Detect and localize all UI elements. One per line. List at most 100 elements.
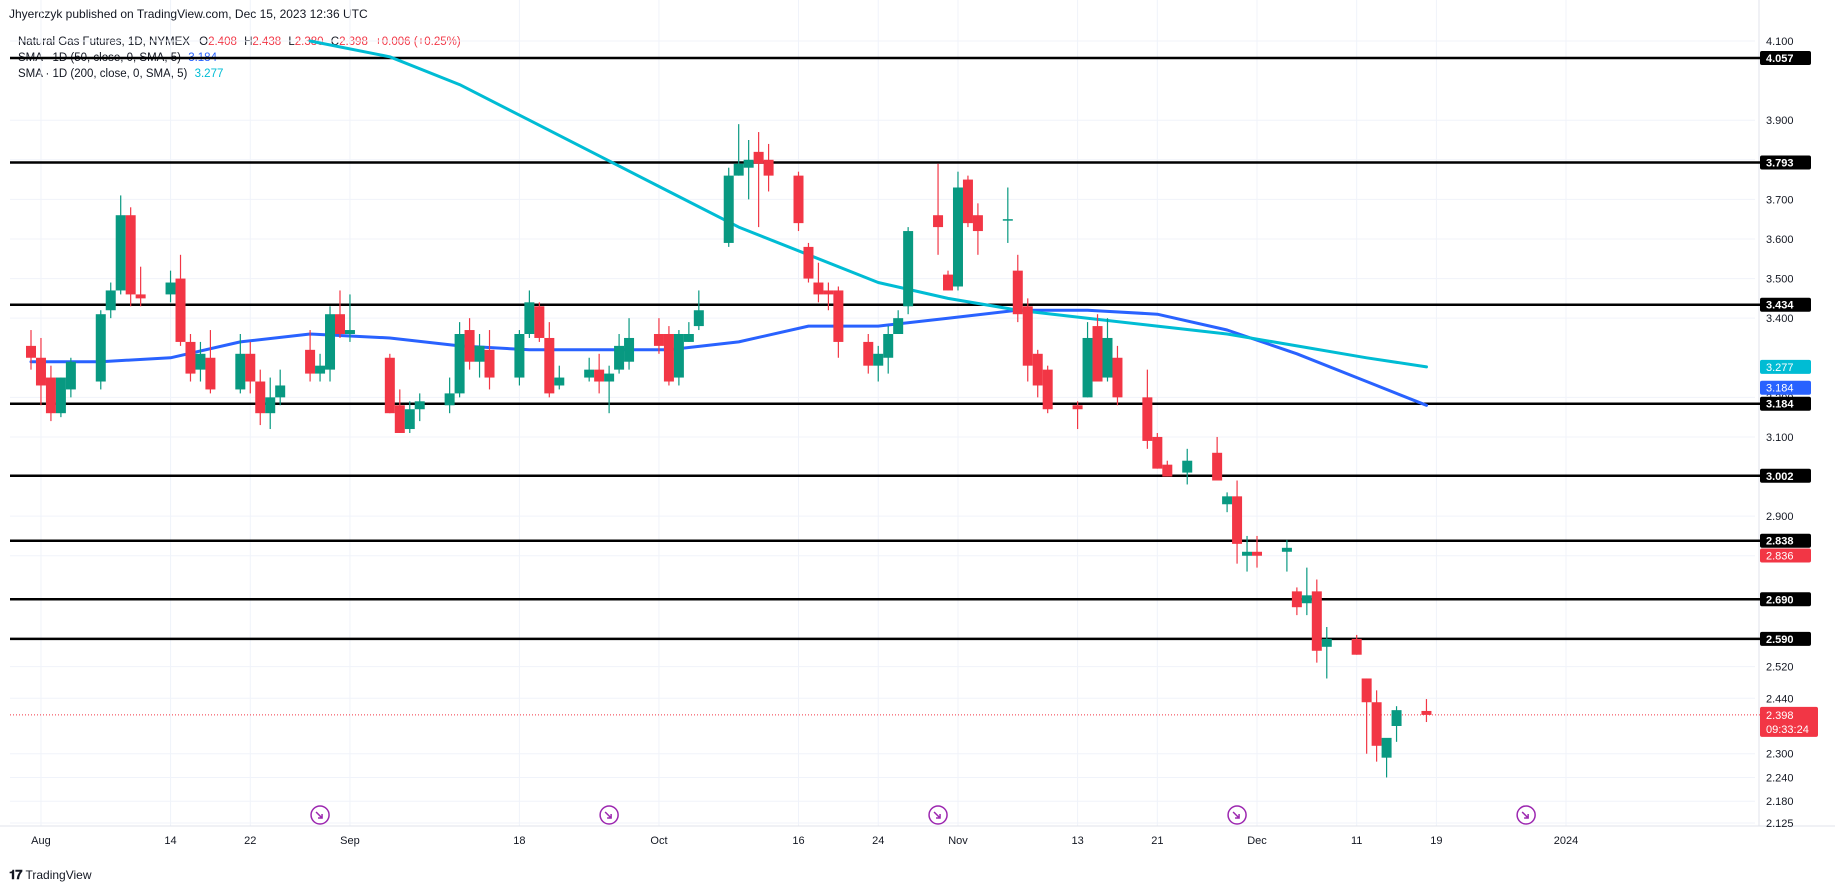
last-price-tag: 2.398 09:33:24: [1760, 706, 1818, 737]
level-price-tag: 4.057: [1760, 51, 1811, 66]
candle-body: [733, 163, 744, 176]
event-marker-arrow: [604, 811, 612, 819]
candle-up: [95, 310, 106, 390]
candle-up: [554, 365, 565, 390]
legend-sma200-row[interactable]: SMA · 1D (200, close, 0, SMA, 5) 3.277: [18, 66, 461, 82]
candle-down: [1092, 314, 1103, 382]
candle-body: [1152, 436, 1163, 469]
legend-symbol: Natural Gas Futures, 1D, NYMEX: [18, 36, 190, 48]
candle-body: [793, 175, 804, 224]
candle-down: [594, 353, 605, 394]
candle-up: [444, 377, 455, 414]
candle-body: [484, 349, 495, 378]
event-marker-icon[interactable]: [1516, 805, 1536, 825]
candle-up: [952, 171, 963, 291]
candle-down: [185, 334, 196, 382]
candle-up: [275, 369, 286, 406]
candle-down: [1022, 298, 1033, 382]
candle-body: [1222, 496, 1233, 505]
candle-body: [1301, 595, 1312, 604]
tradingview-logo-icon: 𝟏𝟕: [9, 867, 23, 882]
horizontal-levels[interactable]: [10, 56, 1760, 716]
legend-change: +0.006 (+0.25%): [375, 36, 461, 48]
x-tick-label: 16: [792, 835, 804, 847]
candle-down: [803, 242, 814, 283]
candle-down: [1142, 369, 1153, 449]
candle-body: [1351, 638, 1362, 655]
candle-body: [1281, 547, 1292, 552]
legend-close-label: C: [330, 36, 340, 48]
candle-down: [534, 302, 545, 342]
candle-body: [1112, 357, 1123, 398]
candle-body: [125, 215, 136, 295]
candle-body: [1022, 306, 1033, 366]
candle-down: [205, 330, 216, 394]
x-tick-label: Nov: [948, 835, 968, 847]
x-tick-label: 21: [1151, 835, 1163, 847]
candle-body: [534, 306, 545, 338]
candle-up: [873, 345, 884, 382]
event-marker-icon[interactable]: [310, 805, 330, 825]
price-tag-bg: [1760, 380, 1811, 395]
y-tick-label: 3.900: [1766, 115, 1794, 127]
legend-close-value: 2.398: [339, 36, 368, 48]
candle-body: [763, 159, 774, 176]
candle-body: [813, 282, 824, 295]
candle-body: [1311, 591, 1322, 651]
level-tag-bg: [1760, 468, 1811, 483]
candle-body: [55, 377, 66, 414]
candle-body: [105, 290, 116, 311]
candle-body: [1421, 710, 1432, 715]
candle-down: [972, 203, 983, 255]
legend-open-value: 2.408: [208, 36, 237, 48]
candle-up: [1301, 567, 1312, 616]
level-tag-bg: [1760, 396, 1811, 411]
candle-body: [624, 337, 635, 362]
x-tick-label: 14: [164, 835, 176, 847]
sma200-price-tag: 3.277: [1760, 359, 1811, 374]
footer-brand: TradingView: [25, 868, 92, 882]
candle-body: [962, 179, 973, 224]
candle-body: [235, 353, 246, 390]
sma200-line: [308, 39, 1428, 369]
candle-body: [35, 357, 46, 386]
level-price-tag: 3.434: [1760, 297, 1811, 312]
legend-close: C2.398: [331, 36, 371, 48]
x-tick-label: 13: [1071, 835, 1083, 847]
candle-up: [614, 334, 625, 374]
level-price-tag: 2.690: [1760, 592, 1811, 607]
footer[interactable]: 𝟏𝟕 TradingView: [9, 867, 92, 883]
candle-down: [933, 163, 944, 255]
candle-down: [245, 341, 256, 394]
level-tag-label: 4.057: [1766, 53, 1794, 65]
candle-up: [584, 357, 595, 382]
legend-sma200-label: SMA · 1D (200, close, 0, SMA, 5): [18, 68, 188, 80]
candle-body: [683, 334, 694, 342]
candle-down: [35, 337, 46, 406]
candle-body: [554, 377, 565, 386]
time-axis[interactable]: Aug 14 22 Sep 18 Oct 16 24 Nov 13 21 Dec 11 19 2024: [31, 835, 1578, 847]
candle-body: [883, 334, 894, 358]
event-markers[interactable]: [310, 805, 1536, 825]
y-tick-label: 3.700: [1766, 194, 1794, 206]
candle-up: [55, 377, 66, 418]
candle-down: [1421, 699, 1432, 723]
candle-up: [604, 365, 615, 414]
candle-up: [733, 124, 744, 176]
candle-down: [135, 266, 146, 307]
candle-body: [1162, 464, 1173, 477]
event-marker-icon[interactable]: [928, 805, 948, 825]
candle-body: [315, 365, 326, 374]
price-axis[interactable]: 4.1003.9003.8003.7003.6003.5003.4003.200…: [1766, 36, 1794, 830]
candle-down: [1012, 254, 1023, 323]
event-marker-arrow: [933, 811, 941, 819]
candle-body: [544, 337, 555, 394]
candle-down: [663, 326, 674, 386]
event-marker-icon[interactable]: [599, 805, 619, 825]
event-marker-arrow: [1232, 811, 1240, 819]
level-tag-label: 3.434: [1766, 300, 1794, 312]
event-marker-icon[interactable]: [1227, 805, 1247, 825]
candle-up: [105, 282, 116, 319]
candle-body: [414, 401, 425, 410]
